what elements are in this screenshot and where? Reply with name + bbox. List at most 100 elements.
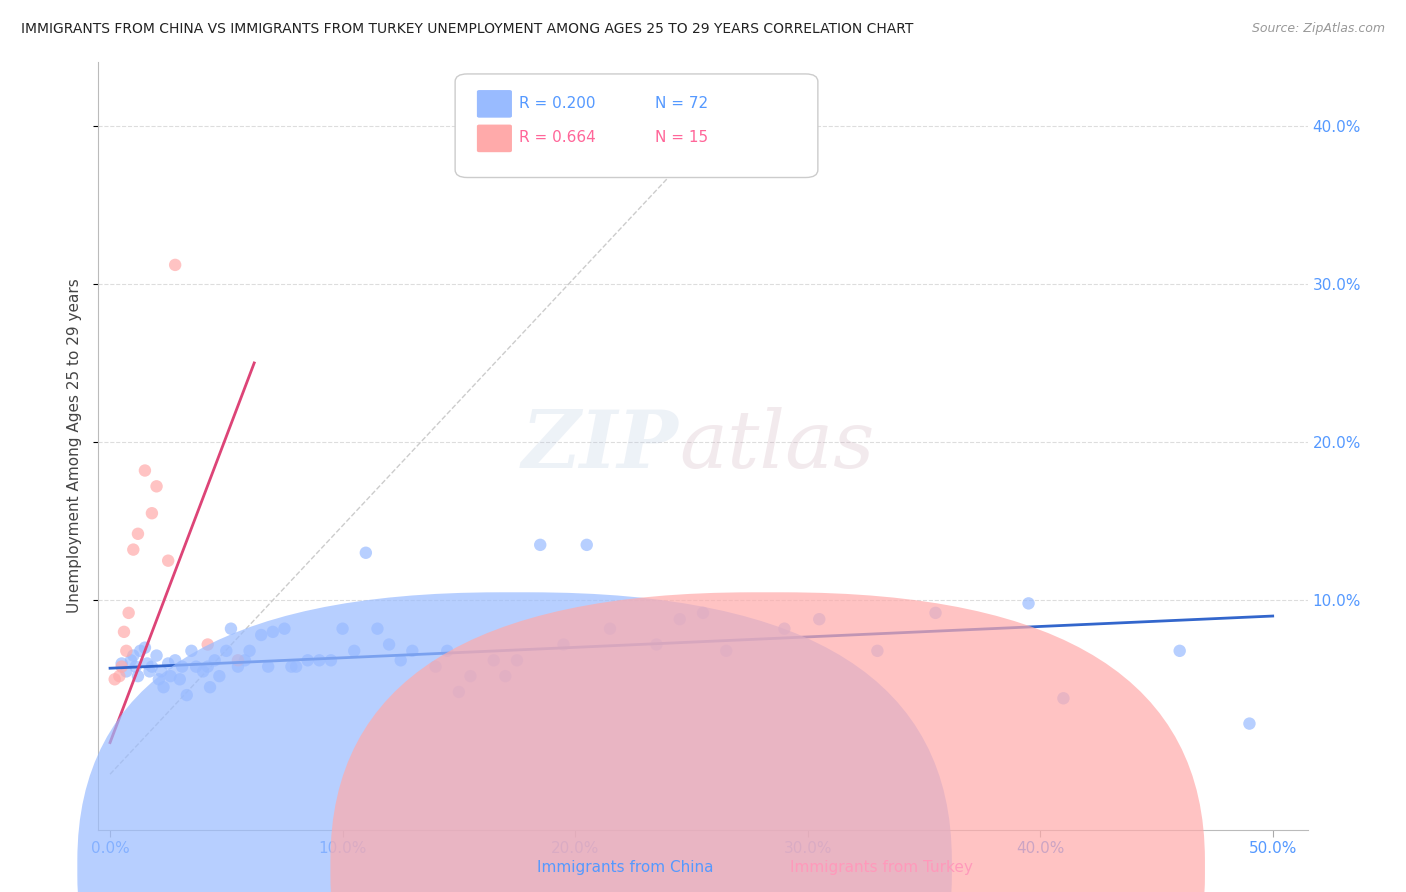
Point — [506, 653, 529, 667]
Text: Source: ZipAtlas.com: Source: ZipAtlas.com — [1251, 22, 1385, 36]
Point — [172, 659, 194, 673]
Point — [250, 628, 273, 642]
Point — [668, 612, 690, 626]
Y-axis label: Unemployment Among Ages 25 to 29 years: Unemployment Among Ages 25 to 29 years — [67, 278, 83, 614]
Point — [176, 688, 198, 702]
Point — [343, 644, 366, 658]
Point — [280, 659, 302, 673]
Point — [198, 680, 221, 694]
Point — [145, 648, 167, 663]
Point — [129, 644, 152, 658]
Point — [297, 653, 319, 667]
Point — [1239, 716, 1261, 731]
Point — [111, 659, 134, 673]
Point — [1168, 644, 1191, 658]
Point — [273, 622, 295, 636]
Point — [134, 463, 156, 477]
Point — [127, 526, 149, 541]
Point — [165, 258, 187, 272]
Point — [285, 659, 308, 673]
Point — [157, 554, 180, 568]
Point — [1052, 691, 1074, 706]
Point — [169, 673, 191, 687]
Point — [136, 657, 159, 671]
Text: N = 15: N = 15 — [655, 130, 707, 145]
Point — [127, 669, 149, 683]
Text: ZIP: ZIP — [522, 408, 679, 484]
Text: R = 0.664: R = 0.664 — [519, 130, 596, 145]
Point — [157, 657, 180, 671]
Point — [378, 638, 401, 652]
Point — [354, 546, 377, 560]
Point — [425, 659, 447, 673]
Point — [124, 659, 146, 673]
Point — [494, 669, 516, 683]
Point — [436, 644, 458, 658]
Point — [120, 653, 142, 667]
Point — [141, 506, 163, 520]
Point — [319, 653, 342, 667]
Point — [150, 665, 173, 679]
Point — [575, 538, 598, 552]
Point — [447, 685, 470, 699]
Point — [308, 653, 330, 667]
Text: Immigrants from Turkey: Immigrants from Turkey — [790, 861, 973, 875]
Text: Immigrants from China: Immigrants from China — [537, 861, 714, 875]
Point — [366, 622, 388, 636]
Point — [122, 648, 145, 663]
Point — [111, 657, 134, 671]
Point — [482, 653, 505, 667]
Point — [716, 644, 738, 658]
Point — [866, 644, 889, 658]
Point — [141, 659, 163, 673]
Point — [692, 606, 714, 620]
Point — [115, 665, 138, 679]
Point — [122, 542, 145, 557]
Point — [808, 612, 831, 626]
Point — [134, 640, 156, 655]
Point — [924, 606, 946, 620]
Point — [104, 673, 127, 687]
Point — [262, 624, 284, 639]
Point — [138, 665, 160, 679]
Text: atlas: atlas — [679, 408, 875, 484]
Point — [599, 622, 621, 636]
Point — [148, 673, 170, 687]
Point — [773, 622, 796, 636]
Point — [165, 653, 187, 667]
Point — [645, 638, 668, 652]
Point — [219, 622, 242, 636]
Point — [529, 538, 551, 552]
FancyBboxPatch shape — [477, 125, 512, 153]
Point — [108, 669, 131, 683]
Point — [197, 659, 219, 673]
Point — [257, 659, 280, 673]
Point — [553, 638, 575, 652]
Text: IMMIGRANTS FROM CHINA VS IMMIGRANTS FROM TURKEY UNEMPLOYMENT AMONG AGES 25 TO 29: IMMIGRANTS FROM CHINA VS IMMIGRANTS FROM… — [21, 22, 914, 37]
Point — [204, 653, 226, 667]
Point — [226, 659, 249, 673]
Point — [115, 644, 138, 658]
Point — [112, 624, 135, 639]
Point — [215, 644, 238, 658]
Point — [460, 669, 482, 683]
Text: R = 0.200: R = 0.200 — [519, 95, 596, 111]
Point — [145, 479, 167, 493]
Point — [159, 669, 181, 683]
Point — [118, 606, 141, 620]
Point — [233, 653, 256, 667]
Point — [180, 644, 202, 658]
Point — [152, 680, 174, 694]
Point — [226, 653, 249, 667]
Point — [184, 659, 207, 673]
Point — [191, 665, 214, 679]
Point — [401, 644, 423, 658]
Point — [239, 644, 262, 658]
Point — [197, 638, 219, 652]
FancyBboxPatch shape — [456, 74, 818, 178]
Point — [389, 653, 412, 667]
Point — [208, 669, 231, 683]
Point — [332, 622, 354, 636]
FancyBboxPatch shape — [477, 90, 512, 118]
Text: N = 72: N = 72 — [655, 95, 707, 111]
